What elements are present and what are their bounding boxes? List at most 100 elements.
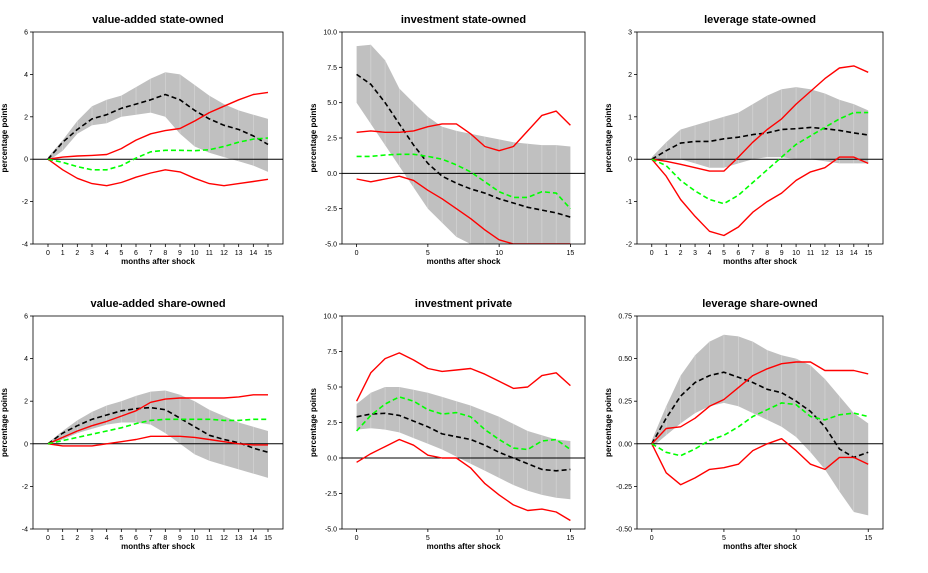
y-tick-label: 7.5 [327, 349, 337, 356]
x-axis-label: months after shock [723, 542, 797, 551]
y-tick-label: 5.0 [327, 385, 337, 392]
y-tick-label: 2.5 [327, 420, 337, 427]
x-tick-label: 10 [792, 250, 800, 257]
x-tick-label: 9 [780, 250, 784, 257]
y-tick-label: -2 [22, 484, 28, 491]
x-tick-label: 11 [206, 250, 213, 257]
y-tick-label: 5.0 [327, 100, 337, 107]
plot-frame [636, 315, 884, 530]
y-tick-label: 0 [628, 157, 632, 164]
plot-frame [32, 31, 284, 245]
x-tick-label: 11 [206, 535, 213, 542]
y-tick-label: -2 [22, 199, 28, 206]
series-line-median [356, 412, 571, 472]
y-axis-label: percentage points [309, 103, 318, 172]
x-tick-label: 14 [850, 250, 858, 257]
confidence-band [48, 72, 268, 172]
y-axis-label: percentage points [604, 388, 613, 457]
y-tick-label: 3 [628, 30, 632, 37]
x-tick-label: 10 [191, 535, 199, 542]
x-tick-label: 1 [61, 250, 65, 257]
x-tick-label: 7 [751, 250, 755, 257]
y-tick-label: 6 [24, 30, 28, 37]
x-tick-label: 3 [90, 250, 94, 257]
series-line-lower [651, 438, 869, 486]
x-tick-label: 10 [495, 535, 503, 542]
series-line-upper [355, 352, 571, 402]
plot-area [33, 72, 283, 187]
x-tick-label: 12 [220, 535, 228, 542]
y-tick-label: -4 [22, 242, 28, 249]
x-tick-label: 8 [163, 250, 167, 257]
x-tick-label: 13 [235, 535, 243, 542]
x-tick-label: 5 [119, 250, 123, 257]
x-tick-label: 10 [495, 250, 503, 257]
x-tick-label: 0 [650, 535, 654, 542]
x-tick-label: 6 [134, 250, 138, 257]
x-tick-label: 9 [178, 250, 182, 257]
y-tick-label: 2 [24, 399, 28, 406]
chart-title: value-added state-owned [92, 14, 223, 26]
chart-title: investment state-owned [401, 14, 526, 26]
y-tick-label: 10.0 [323, 314, 337, 321]
x-tick-label: 1 [664, 250, 668, 257]
x-tick-label: 5 [722, 250, 726, 257]
x-tick-label: 2 [679, 250, 683, 257]
confidence-band [651, 334, 869, 516]
x-tick-label: 5 [426, 250, 430, 257]
chart-title: investment private [415, 298, 512, 310]
x-tick-label: 5 [119, 535, 123, 542]
series-line-lower [47, 158, 269, 187]
y-tick-label: -2 [626, 242, 632, 249]
x-tick-label: 13 [235, 250, 243, 257]
x-tick-label: 3 [90, 535, 94, 542]
y-tick-label: 2 [24, 114, 28, 121]
y-tick-label: 0 [24, 441, 28, 448]
x-tick-label: 15 [567, 250, 575, 257]
x-tick-label: 5 [426, 535, 430, 542]
y-tick-label: 0 [24, 157, 28, 164]
plot-area [342, 44, 585, 244]
y-tick-label: -2.5 [325, 491, 337, 498]
x-tick-label: 15 [264, 535, 272, 542]
x-tick-label: 8 [163, 535, 167, 542]
plot-area [637, 334, 883, 516]
x-tick-label: 5 [722, 535, 726, 542]
chart-panel: leverage share-owned -0.50 -0.25 0.00 0.25 0.… [604, 298, 884, 551]
series-line-upper [356, 110, 571, 152]
series-line-lower [47, 435, 268, 447]
confidence-band [356, 44, 571, 244]
x-tick-label: 0 [650, 250, 654, 257]
y-tick-label: -5.0 [325, 242, 337, 249]
y-tick-label: 0.00 [618, 441, 632, 448]
x-tick-label: 0 [355, 250, 359, 257]
series-line-alternative [47, 137, 269, 171]
y-tick-label: 4 [24, 356, 28, 363]
series-line-median [651, 371, 869, 459]
x-tick-label: 10 [792, 535, 800, 542]
x-tick-label: 15 [567, 535, 575, 542]
x-tick-label: 7 [149, 535, 153, 542]
x-tick-label: 4 [105, 250, 109, 257]
x-tick-label: 0 [355, 535, 359, 542]
series-line-upper [651, 361, 869, 445]
series-line-lower [651, 156, 869, 237]
chart-panel: investment private -5.0 -2.5 0.0 2.5 5.0 7.5 10… [309, 298, 586, 551]
y-axis-label: percentage points [309, 388, 318, 457]
x-tick-label: 15 [864, 250, 872, 257]
x-tick-label: 14 [249, 250, 257, 257]
y-tick-label: -0.25 [616, 484, 632, 491]
confidence-band [48, 390, 268, 478]
y-tick-label: 0.0 [327, 171, 337, 178]
y-tick-label: 1 [628, 114, 632, 121]
x-tick-label: 12 [821, 250, 829, 257]
y-tick-label: -4 [22, 527, 28, 534]
plot-area [342, 352, 585, 522]
series-line-upper [47, 394, 268, 445]
chart-title: value-added share-owned [90, 298, 225, 310]
x-tick-label: 6 [134, 535, 138, 542]
